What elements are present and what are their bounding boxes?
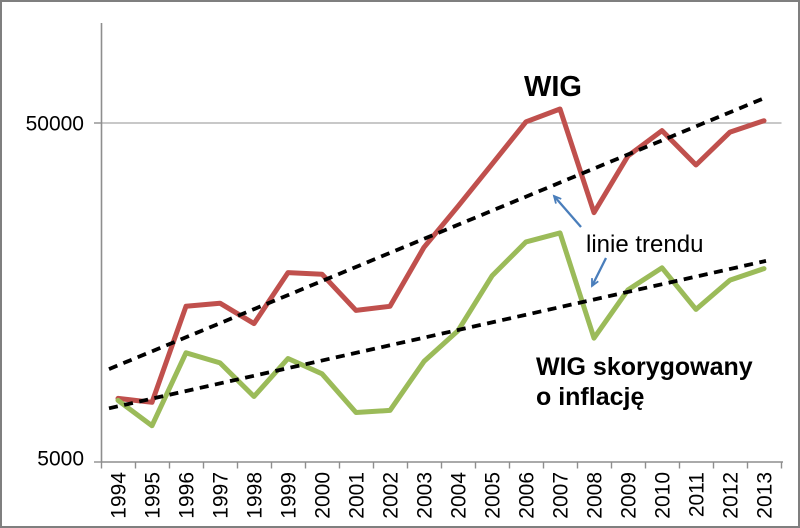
x-axis-label-2010: 2010: [652, 472, 675, 519]
x-axis-label-2002: 2002: [380, 472, 403, 519]
x-axis-labels: 1994 1995 1996 1997 1998 1999 2000 2001 2002 2003…: [108, 472, 777, 519]
wig-series-annotation: WIG: [524, 71, 582, 103]
trend-line-wig-adjusted: [108, 259, 767, 411]
lower-trend-arrow-icon: [590, 257, 608, 288]
trend-line-wig: [108, 95, 767, 371]
series-line-wig-adjusted: [115, 230, 767, 429]
adjusted-series-annotation-line2: o inflację: [536, 383, 644, 411]
x-axis-label-2012: 2012: [720, 472, 743, 519]
x-axis-label-2007: 2007: [550, 472, 573, 519]
x-axis-label-2013: 2013: [754, 472, 777, 519]
x-axis-label-2001: 2001: [346, 472, 369, 519]
x-axis-label-1994: 1994: [108, 472, 131, 519]
x-axis-label-1995: 1995: [142, 472, 165, 519]
upper-trend-arrow-icon: [552, 194, 582, 228]
series-line-wig: [115, 106, 767, 405]
x-axis-label-2009: 2009: [618, 472, 641, 519]
adjusted-series-annotation-line1: WIG skorygowany: [536, 353, 753, 381]
x-axis-label-2003: 2003: [414, 472, 437, 519]
x-axis-label-1997: 1997: [210, 472, 233, 519]
y-axis-label-5000: 5000: [37, 448, 84, 471]
x-axis-label-2006: 2006: [516, 472, 539, 519]
y-axis-label-50000: 50000: [26, 113, 84, 136]
trend-annotation-arrows: [552, 194, 608, 288]
series-lines: [115, 106, 767, 429]
x-axis-label-1996: 1996: [176, 472, 199, 519]
axes: [94, 23, 783, 469]
x-axis-label-2004: 2004: [448, 472, 471, 519]
trend-lines: [108, 95, 767, 411]
x-axis-label-1998: 1998: [244, 472, 267, 519]
trend-lines-annotation: linie trendu: [586, 231, 703, 258]
x-axis-label-1999: 1999: [278, 472, 301, 519]
x-axis-label-2011: 2011: [686, 472, 709, 517]
x-axis-label-2008: 2008: [584, 472, 607, 519]
x-axis-label-2000: 2000: [312, 472, 335, 519]
x-axis-label-2005: 2005: [482, 472, 505, 519]
